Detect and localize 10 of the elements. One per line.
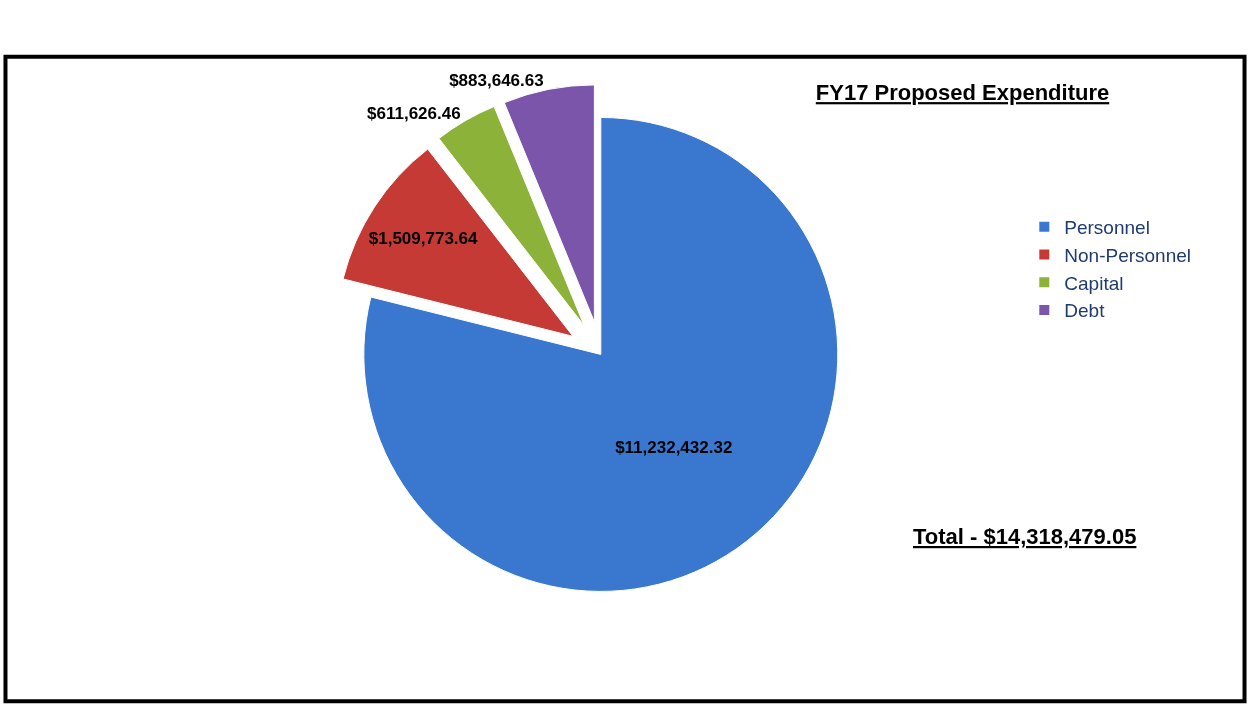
text: Total - $14,318,479.05: [913, 524, 1137, 549]
chart-title: FY17 Proposed Expenditure: [815, 80, 1110, 106]
legend-label: Non-Personnel: [1064, 244, 1192, 266]
data-label: $1,509,773.64: [368, 229, 479, 249]
legend-label: Debt: [1064, 300, 1106, 322]
legend-label: Personnel: [1064, 217, 1150, 239]
legend-label: Capital: [1064, 272, 1124, 294]
data-label: $11,232,432.32: [615, 438, 733, 458]
data-label: $611,626.46: [367, 104, 461, 124]
data-label: $883,646.63: [449, 70, 544, 90]
